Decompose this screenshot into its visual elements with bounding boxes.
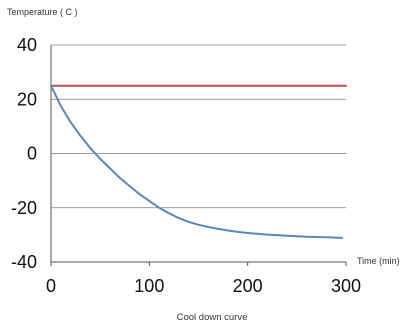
axis-layer [50,45,347,266]
x-tick-label: 200 [233,276,263,296]
y-tick-label: 40 [17,35,37,55]
chart-caption: Cool down curve [177,312,248,323]
x-axis-title: Time (min) [357,256,400,266]
x-tick-label: 100 [134,276,164,296]
y-tick-label: -20 [11,198,37,218]
x-tick-label: 0 [46,276,56,296]
x-tick-label: 300 [331,276,361,296]
y-axis-title: Temperature ( C ) [7,7,78,17]
series-layer [50,84,347,239]
y-tick-label: 0 [27,144,37,164]
series-line-cooldown [50,84,344,239]
y-tick-label: -40 [11,252,37,272]
y-tick-label: 20 [17,89,37,109]
